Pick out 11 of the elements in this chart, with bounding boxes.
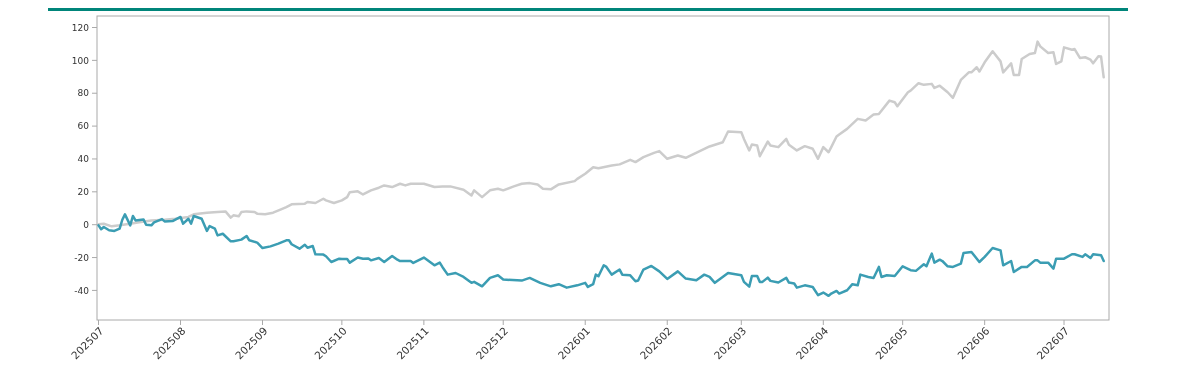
line-series	[97, 40, 1105, 228]
y-tick-label: 80	[77, 88, 90, 99]
y-tick-label: 60	[77, 121, 90, 132]
line-series	[97, 213, 1105, 298]
y-tick-label: 0	[83, 219, 90, 230]
y-tick-label: -20	[74, 252, 90, 263]
y-tick-label: 100	[71, 55, 90, 66]
y-tick-label: -40	[74, 285, 90, 296]
y-tick-label: 20	[77, 186, 90, 197]
y-tick-label: 120	[71, 22, 90, 33]
y-tick-label: 40	[77, 154, 90, 165]
